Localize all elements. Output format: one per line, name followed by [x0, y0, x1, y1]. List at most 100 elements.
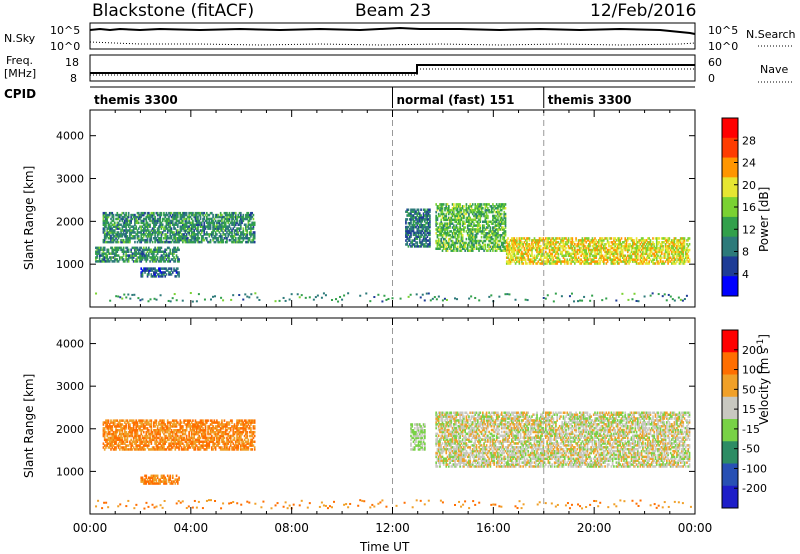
power-cell — [410, 231, 412, 235]
power-cell — [686, 246, 688, 250]
power-cell — [635, 244, 638, 248]
power-cell — [106, 227, 109, 230]
power-cell — [507, 246, 509, 250]
power-cell — [552, 258, 555, 261]
power-cell — [212, 225, 214, 228]
power-cell — [503, 216, 506, 220]
power-cell — [194, 235, 197, 238]
power-cell — [459, 220, 461, 224]
power-cell — [485, 235, 488, 239]
power-cell — [176, 236, 179, 240]
power-cell — [98, 252, 101, 255]
power-cell — [178, 271, 180, 274]
power-cell — [453, 218, 455, 222]
power-cell — [407, 231, 410, 235]
power-cell — [208, 235, 211, 238]
velocity-cell — [164, 430, 167, 434]
power-cell — [410, 229, 412, 233]
power-cell — [596, 262, 599, 265]
velocity-cell — [106, 427, 109, 430]
velocity-cell — [155, 430, 158, 434]
power-cell — [611, 258, 614, 261]
power-cell — [497, 228, 499, 231]
power-cell — [465, 247, 468, 250]
power-cell — [528, 244, 531, 248]
power-cell — [122, 248, 125, 252]
power-cell — [587, 248, 590, 252]
power-cell — [413, 225, 416, 229]
power-cell — [219, 223, 222, 227]
power-cell — [581, 244, 584, 248]
velocity-cell — [135, 428, 138, 432]
power-cell — [497, 208, 499, 212]
power-cell — [251, 233, 253, 236]
power-cell — [216, 229, 218, 232]
power-cell — [492, 237, 494, 241]
power-cell — [418, 235, 421, 239]
power-cell — [664, 248, 667, 252]
power-cell — [169, 240, 172, 244]
power-cell — [145, 256, 148, 259]
power-cell — [107, 221, 110, 225]
power-cell — [165, 236, 168, 240]
power-cell — [169, 267, 172, 270]
power-cell — [165, 258, 168, 261]
velocity-cell — [141, 442, 144, 445]
power-cell — [466, 208, 469, 212]
power-cell — [122, 233, 125, 236]
velocity-cell — [106, 421, 109, 424]
power-cell — [159, 258, 161, 261]
power-cell — [217, 240, 219, 244]
power-cell — [445, 203, 448, 206]
power-cell — [532, 246, 535, 250]
power-cell — [184, 229, 187, 232]
power-cell — [648, 237, 651, 240]
power-cell — [137, 215, 140, 219]
power-cell — [107, 252, 110, 255]
power-cell — [155, 238, 158, 242]
power-cell — [165, 269, 168, 272]
velocity-cell — [164, 428, 167, 432]
velocity-cell — [125, 425, 127, 428]
velocity-cell — [139, 444, 141, 447]
power-cell — [629, 258, 632, 261]
power-cell — [192, 235, 194, 238]
power-cell — [498, 210, 501, 214]
power-cell — [168, 258, 170, 261]
velocity-cell — [120, 436, 122, 440]
power-cell — [510, 239, 513, 242]
power-cell — [470, 239, 473, 243]
power-cell — [163, 250, 165, 253]
power-cell — [544, 297, 547, 300]
power-cell — [476, 216, 479, 220]
power-cell — [218, 221, 221, 225]
power-cell — [208, 217, 211, 221]
power-cell — [542, 258, 545, 261]
power-cell — [159, 256, 161, 259]
power-cell — [499, 220, 502, 224]
power-cell — [545, 250, 547, 254]
power-cell — [424, 223, 426, 227]
power-cell — [442, 239, 445, 243]
velocity-cell — [160, 419, 163, 422]
power-cell — [601, 241, 604, 244]
power-cell — [527, 242, 530, 246]
power-cell — [274, 300, 277, 303]
power-cell — [600, 250, 603, 254]
power-cell — [165, 254, 168, 257]
power-cell — [504, 247, 507, 250]
power-cell — [426, 218, 429, 221]
power-cell — [629, 260, 632, 263]
power-cell — [113, 221, 116, 225]
power-cell — [649, 258, 652, 261]
power-cell — [456, 241, 459, 245]
power-cell — [504, 218, 507, 222]
power-cell — [131, 217, 134, 221]
power-cell — [682, 242, 685, 246]
power-cell — [426, 229, 429, 233]
power-cell — [160, 273, 163, 276]
power-cell — [228, 215, 231, 219]
power-cell — [125, 240, 127, 244]
power-cell — [252, 236, 255, 240]
power-cell — [418, 237, 421, 240]
